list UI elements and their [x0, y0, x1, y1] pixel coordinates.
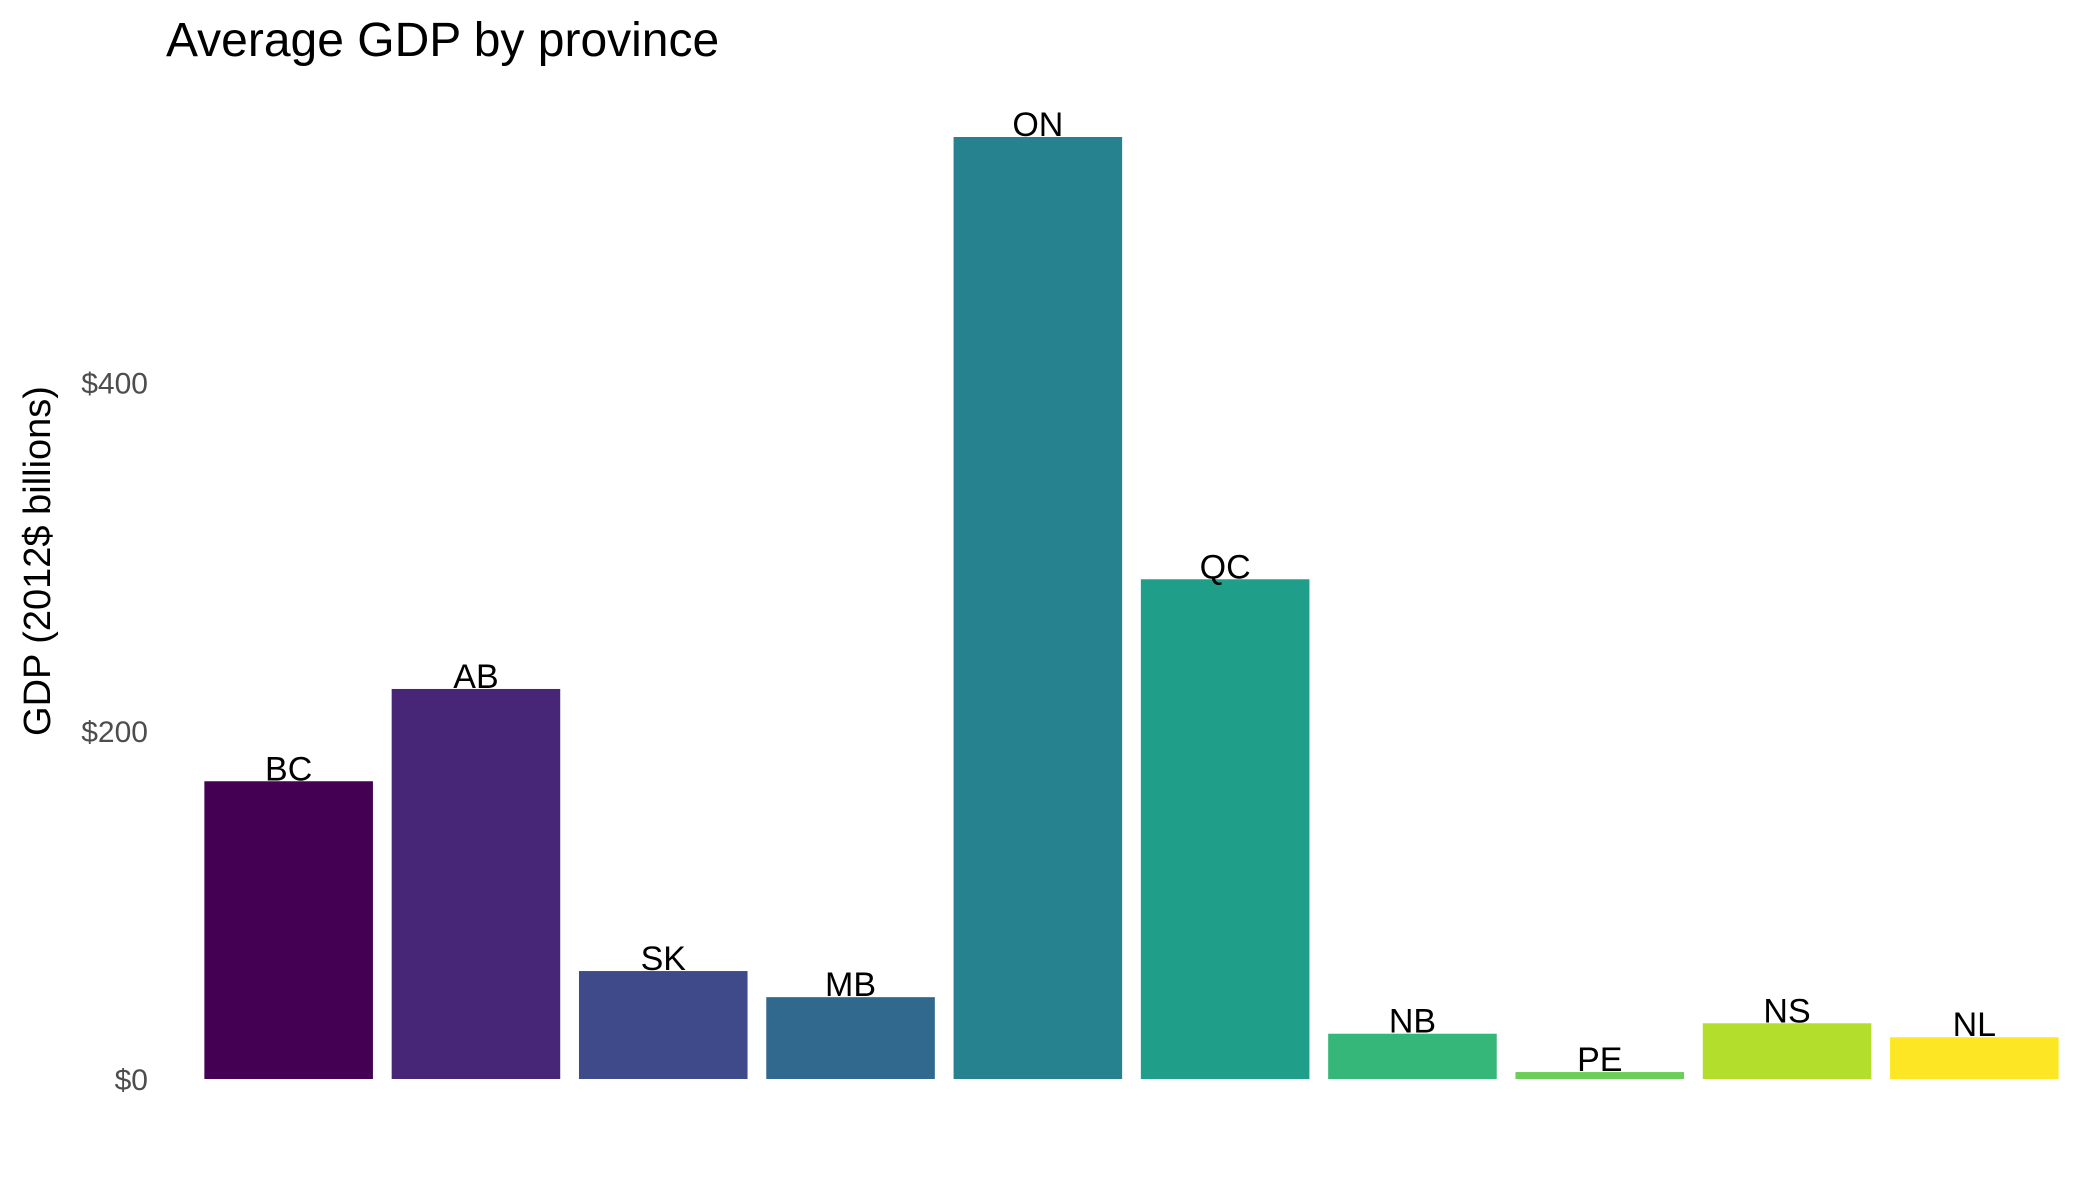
bar-label-sk: SK: [641, 940, 687, 978]
bar-label-ab: AB: [453, 658, 498, 696]
y-tick-label: $200: [81, 716, 148, 749]
chart-title: Average GDP by province: [166, 14, 719, 67]
bar-sk: [579, 971, 748, 1079]
bar-label-nb: NB: [1389, 1003, 1436, 1041]
bar-mb: [766, 997, 935, 1079]
bars: [204, 137, 2058, 1079]
bar-label-qc: QC: [1200, 548, 1251, 586]
bar-bc: [204, 781, 373, 1079]
bar-ab: [392, 689, 561, 1079]
bar-ns: [1703, 1023, 1872, 1079]
y-axis-label: GDP (2012$ billions): [17, 386, 59, 736]
y-tick-label: $0: [115, 1064, 148, 1097]
bar-on: [954, 137, 1123, 1079]
bar-label-bc: BC: [265, 750, 312, 788]
y-axis-ticks: $0 $200 $400: [81, 368, 148, 1097]
bar-label-mb: MB: [825, 966, 876, 1004]
bar-label-nl: NL: [1953, 1006, 1996, 1044]
y-tick-label: $400: [81, 368, 148, 401]
bar-label-ns: NS: [1763, 992, 1810, 1030]
bar-label-pe: PE: [1577, 1041, 1622, 1079]
bar-qc: [1141, 579, 1310, 1079]
bar-label-on: ON: [1012, 106, 1063, 144]
